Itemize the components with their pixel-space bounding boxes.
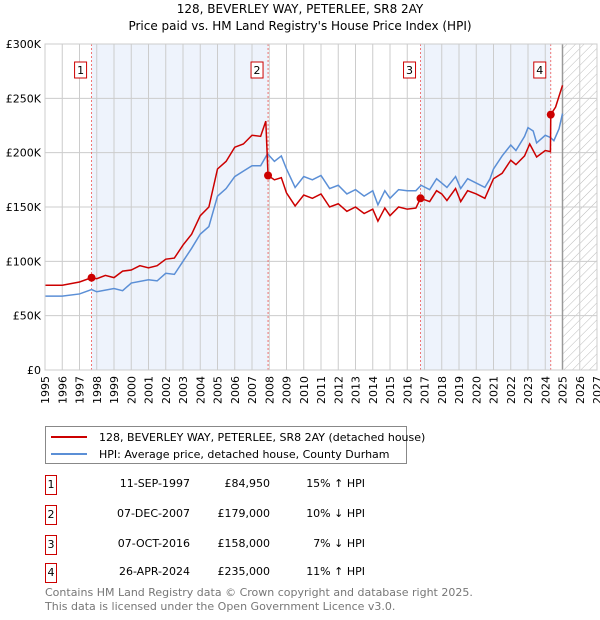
x-tick-label: 2002 [160, 376, 173, 404]
footer: Contains HM Land Registry data © Crown c… [45, 586, 473, 614]
sale-date: 07-DEC-2007 [116, 507, 190, 520]
sale-hpi-diff: 10% ↓ HPI [306, 507, 365, 520]
x-tick-label: 1999 [108, 376, 121, 404]
sale-point [416, 194, 425, 203]
sale-price: £158,000 [217, 537, 271, 550]
x-tick-label: 2027 [591, 376, 600, 404]
legend: 128, BEVERLEY WAY, PETERLEE, SR8 2AY (de… [45, 426, 425, 464]
hpi-line [45, 113, 564, 297]
y-tick-label: £200K [6, 147, 42, 160]
x-tick-label: 2016 [401, 376, 414, 404]
x-tick-label: 2008 [263, 376, 276, 404]
x-tick-label: 2006 [229, 376, 242, 404]
y-tick-label: £50K [13, 310, 42, 323]
y-tick-label: £250K [6, 92, 42, 105]
x-tick-label: 1996 [56, 376, 69, 404]
footer-copyright: Contains HM Land Registry data © Crown c… [45, 586, 473, 599]
sale-price: £84,950 [224, 477, 271, 490]
y-tick-label: £300K [6, 38, 42, 51]
x-tick-label: 2022 [505, 376, 518, 404]
legend-swatch [51, 453, 87, 455]
legend-label: 128, BEVERLEY WAY, PETERLEE, SR8 2AY (de… [99, 430, 426, 444]
sale-label-box [250, 61, 264, 79]
x-tick-label: 2004 [194, 376, 207, 404]
x-tick-label: 2011 [315, 376, 328, 404]
sale-label: 1 [77, 64, 84, 77]
sale-row: 1 11-SEP-1997 £84,950 15% ↑ HPI [45, 475, 445, 495]
footer-licence: This data is licensed under the Open Gov… [45, 600, 396, 613]
y-tick-label: £100K [6, 255, 42, 268]
x-tick-label: 2020 [470, 376, 483, 404]
sale-date: 26-APR-2024 [118, 565, 190, 578]
x-tick-label: 2025 [557, 376, 570, 404]
sale-row: 3 07-OCT-2016 £158,000 7% ↓ HPI [45, 535, 445, 555]
x-tick-label: 2014 [367, 376, 380, 404]
sale-date: 07-OCT-2016 [117, 537, 190, 550]
sale-label-box [403, 61, 417, 79]
sale-hpi-diff: 11% ↑ HPI [306, 565, 365, 578]
sale-point [264, 171, 273, 180]
x-tick-label: 2007 [246, 376, 259, 404]
x-tick-label: 2015 [384, 376, 397, 404]
legend-item-property: 128, BEVERLEY WAY, PETERLEE, SR8 2AY (de… [51, 429, 425, 445]
chart-title: 128, BEVERLEY WAY, PETERLEE, SR8 2AY [177, 2, 424, 16]
sale-price: £235,000 [217, 565, 271, 578]
price-chart: 128, BEVERLEY WAY, PETERLEE, SR8 2AY Pri… [6, 2, 600, 404]
sale-label: 2 [254, 64, 261, 77]
x-tick-label: 1997 [74, 376, 87, 404]
x-tick-label: 1998 [91, 376, 104, 404]
sale-label-box [533, 61, 547, 79]
x-tick-label: 2018 [436, 376, 449, 404]
x-tick-label: 2023 [522, 376, 535, 404]
sale-label: 3 [406, 64, 413, 77]
property-price-line [45, 85, 564, 286]
x-tick-label: 2026 [574, 376, 587, 404]
sale-point [87, 273, 96, 282]
sale-row: 2 07-DEC-2007 £179,000 10% ↓ HPI [45, 505, 445, 525]
x-tick-label: 2010 [298, 376, 311, 404]
legend-label: HPI: Average price, detached house, Coun… [99, 447, 390, 461]
sale-row: 4 26-APR-2024 £235,000 11% ↑ HPI [45, 563, 445, 583]
x-tick-label: 2005 [212, 376, 225, 404]
sale-point [546, 110, 555, 119]
x-tick-label: 2012 [332, 376, 345, 404]
x-tick-label: 2019 [453, 376, 466, 404]
x-tick-label: 2017 [419, 376, 432, 404]
sale-price: £179,000 [217, 507, 271, 520]
sale-label: 4 [536, 64, 543, 77]
sale-hpi-diff: 15% ↑ HPI [306, 477, 365, 490]
chart-subtitle: Price paid vs. HM Land Registry's House … [128, 19, 471, 33]
sale-marker-badge: 1 [45, 475, 57, 495]
legend-swatch [51, 436, 87, 438]
x-tick-label: 2024 [539, 376, 552, 404]
sale-marker-badge: 3 [45, 535, 57, 555]
sale-marker-badge: 4 [45, 563, 57, 583]
x-tick-label: 1995 [39, 376, 52, 404]
y-tick-label: £150K [6, 201, 42, 214]
x-tick-label: 2021 [488, 376, 501, 404]
x-tick-label: 2003 [177, 376, 190, 404]
x-tick-label: 2001 [143, 376, 156, 404]
x-tick-label: 2009 [281, 376, 294, 404]
sale-marker-badge: 2 [45, 505, 57, 525]
y-tick-label: £0 [27, 364, 41, 377]
x-tick-label: 2013 [350, 376, 363, 404]
sale-date: 11-SEP-1997 [119, 477, 190, 490]
plot-frame [44, 43, 598, 371]
x-tick-label: 2000 [125, 376, 138, 404]
sale-hpi-diff: 7% ↓ HPI [313, 537, 365, 550]
legend-item-hpi: HPI: Average price, detached house, Coun… [51, 446, 390, 462]
sale-label-box [74, 61, 88, 79]
